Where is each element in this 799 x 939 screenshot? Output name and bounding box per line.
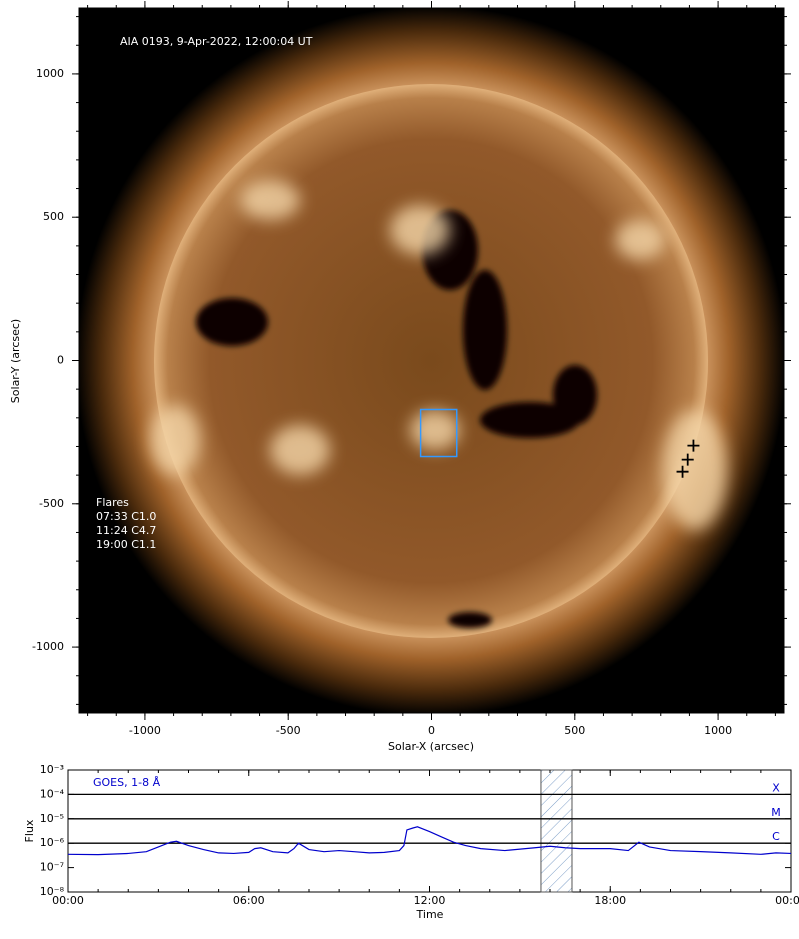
y-tick-label: 10⁻⁵ — [40, 812, 64, 825]
x-tick-label: 1000 — [704, 724, 732, 737]
x-tick-label: 06:00 — [233, 894, 265, 907]
sun-image — [79, 8, 784, 713]
goes-title: GOES, 1-8 Å — [93, 776, 161, 789]
x-tick-label: 00:00 — [52, 894, 84, 907]
y-tick-label: 0 — [57, 354, 64, 367]
x-tick-label: 18:00 — [594, 894, 626, 907]
y-tick-label: 500 — [43, 210, 64, 223]
y-tick-label: 10⁻³ — [40, 763, 64, 776]
y-tick-label: -500 — [39, 497, 64, 510]
flare-entry: 11:24 C4.7 — [96, 524, 156, 537]
y-axis-label: Solar-Y (arcsec) — [9, 319, 22, 403]
y-axis-label: Flux — [23, 819, 36, 842]
x-axis-label: Time — [416, 908, 444, 921]
class-label: M — [771, 806, 781, 819]
flux-line — [67, 826, 792, 856]
y-tick-label: 10⁻⁴ — [40, 787, 65, 800]
y-tick-label: 10⁻⁷ — [40, 861, 64, 874]
highlight-band — [540, 769, 573, 893]
x-tick-label: 00:00 — [775, 894, 799, 907]
flare-marker — [676, 465, 689, 478]
class-label: X — [772, 781, 780, 794]
y-tick-label: -1000 — [32, 640, 64, 653]
class-label: C — [772, 830, 780, 843]
flare-entry: 19:00 C1.1 — [96, 538, 156, 551]
region-box — [419, 408, 458, 458]
y-tick-label: 1000 — [36, 67, 64, 80]
flare-marker — [681, 453, 694, 466]
x-tick-label: 12:00 — [414, 894, 446, 907]
x-tick-label: 500 — [564, 724, 585, 737]
x-axis-label: Solar-X (arcsec) — [388, 740, 474, 753]
flare-entry: 07:33 C1.0 — [96, 510, 156, 523]
x-tick-label: -1000 — [129, 724, 161, 737]
y-tick-label: 10⁻⁶ — [40, 836, 65, 849]
x-tick-label: 0 — [428, 724, 435, 737]
flares-title: Flares — [96, 496, 129, 509]
y-tick-label: 10⁻⁸ — [40, 885, 65, 898]
annotation: AIA 0193, 9-Apr-2022, 12:00:04 UT — [120, 35, 313, 48]
flare-marker — [687, 439, 700, 452]
x-tick-label: -500 — [276, 724, 301, 737]
